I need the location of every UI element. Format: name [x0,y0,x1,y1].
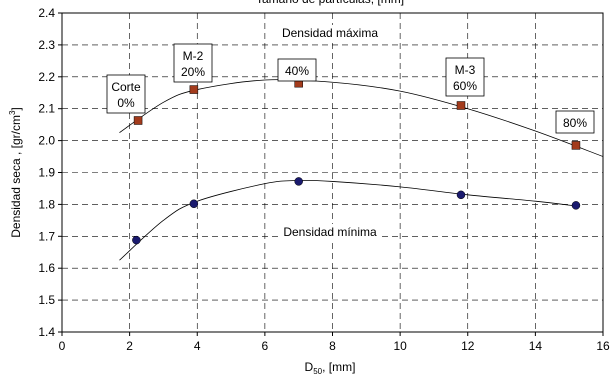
x-tick-label: 8 [329,339,336,353]
x-tick-label: 6 [262,339,269,353]
y-axis-label-part: ] [9,107,23,110]
y-tick-label: 2.2 [38,70,55,84]
series-label-bg [278,25,382,41]
trend-line [119,179,576,261]
series-label: Densidad mínima [283,225,377,239]
y-tick-label: 2.3 [38,38,55,52]
point [571,141,581,150]
chart-title: Tamaño de partículas, [mm] [256,0,404,6]
y-tick-label: 1.4 [38,325,55,339]
annotation-text: Corte [111,80,141,94]
y-tick-label: 1.8 [38,197,55,211]
x-tick-label: 12 [461,339,475,353]
annotation-text: 60% [453,79,477,93]
x-axis-label-part: D [305,360,314,374]
x-tick-label: 2 [126,339,133,353]
point [132,235,141,245]
annotation-box [173,43,213,83]
x-tick-label: 16 [596,339,610,353]
x-tick-label: 4 [194,339,201,353]
trend-line [119,79,604,157]
annotation-text: 40% [285,64,309,78]
y-tick-label: 2.1 [38,102,55,116]
x-axis-label-part: , [mm] [322,360,355,374]
x-tick-label: 14 [529,339,543,353]
y-tick-label: 2.4 [38,6,55,20]
y-tick-label: 1.6 [38,261,55,275]
annotation-text: 0% [117,96,135,110]
annotation-text: 80% [563,116,587,130]
x-axis-label-part: 50 [313,367,322,376]
point [189,85,199,94]
annotation-text: M-2 [183,49,204,63]
annotation-box [106,74,146,114]
x-tick-label: 10 [393,339,407,353]
x-axis-label: D50, [mm] [305,360,356,376]
series-label-bg [278,224,382,240]
annotation-text: 20% [181,65,205,79]
y-tick-label: 1.9 [38,166,55,180]
annotation-text: M-3 [455,63,476,77]
annotation-box [445,57,485,97]
y-tick-label: 1.5 [38,293,55,307]
y-axis-label-part: 3 [8,110,17,115]
series-label: Densidad máxima [282,26,378,40]
annotation-box [277,58,317,82]
y-tick-label: 2.0 [38,134,55,148]
y-axis-label: Densidad seca , [gr/cm3] [8,107,23,238]
point [456,101,466,110]
annotation-box [555,110,595,134]
point [294,177,303,186]
point [456,190,466,200]
y-axis-label-part: Densidad seca , [gr/cm [9,115,23,238]
x-tick-label: 0 [59,339,66,353]
point [571,201,581,210]
point [133,116,143,125]
y-tick-label: 1.7 [38,229,55,243]
point [189,199,199,209]
